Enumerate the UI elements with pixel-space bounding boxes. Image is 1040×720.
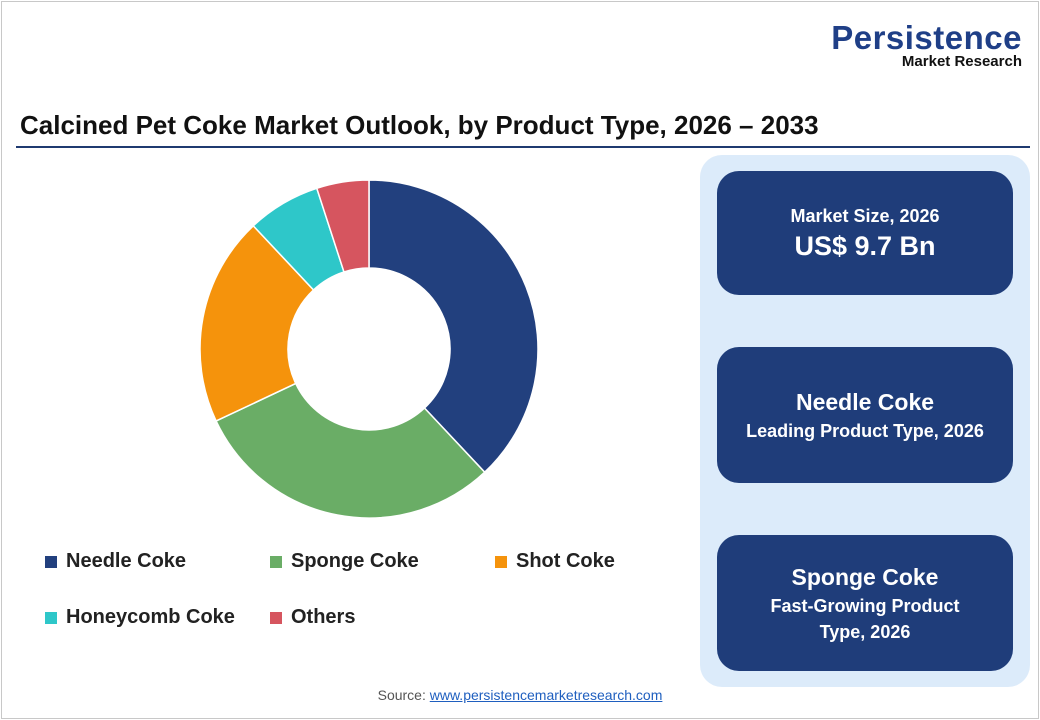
card-value: Needle Coke xyxy=(795,389,935,415)
legend-label: Honeycomb Coke xyxy=(66,606,235,628)
source-label: Source: xyxy=(377,687,426,703)
donut-slice-needle-coke xyxy=(368,179,539,474)
donut-slice-others xyxy=(315,179,370,273)
card-value: US$ 9.7 Bn xyxy=(794,231,936,261)
chart-title: Calcined Pet Coke Market Outlook, by Pro… xyxy=(20,110,819,140)
donut-slice-shot-coke xyxy=(199,224,315,422)
legend-label: Needle Coke xyxy=(66,550,187,572)
card-label: Market Size, 2026 xyxy=(790,206,940,226)
logo: Persistence Market Research xyxy=(831,19,1022,70)
title-divider xyxy=(16,146,1030,148)
legend-item: Honeycomb Coke xyxy=(45,606,235,629)
fast-growing-card: Sponge Coke Fast-Growing Product Type, 2… xyxy=(717,535,1013,671)
market-size-card: Market Size, 2026 US$ 9.7 Bn xyxy=(717,171,1013,295)
legend-item: Needle Coke xyxy=(45,550,186,573)
legend-label: Sponge Coke xyxy=(291,550,419,572)
legend-label: Others xyxy=(291,606,356,628)
logo-subtitle: Market Research xyxy=(901,53,1022,70)
card-label: Fast-Growing Product Type, 2026 xyxy=(770,596,960,642)
legend-swatch xyxy=(45,611,57,624)
legend-swatch xyxy=(45,555,57,568)
legend-label: Shot Coke xyxy=(516,550,615,572)
legend-item: Shot Coke xyxy=(495,550,615,573)
card-value: Sponge Coke xyxy=(791,564,939,590)
legend-item: Others xyxy=(270,606,355,629)
legend-swatch xyxy=(270,611,282,624)
source-link[interactable]: www.persistencemarketresearch.com xyxy=(429,687,663,703)
legend-item: Sponge Coke xyxy=(270,550,419,573)
card-label: Leading Product Type, 2026 xyxy=(746,421,984,441)
source-note: Source: www.persistencemarketresearch.co… xyxy=(0,687,1040,703)
legend-swatch xyxy=(495,555,507,568)
donut-slice-sponge-coke xyxy=(215,382,486,519)
donut-chart xyxy=(199,179,539,519)
leading-type-card: Needle Coke Leading Product Type, 2026 xyxy=(717,347,1013,483)
logo-name: Persistence xyxy=(831,19,1022,56)
legend-swatch xyxy=(270,555,282,568)
summary-panel: Market Size, 2026 US$ 9.7 Bn Needle Coke… xyxy=(700,155,1030,687)
